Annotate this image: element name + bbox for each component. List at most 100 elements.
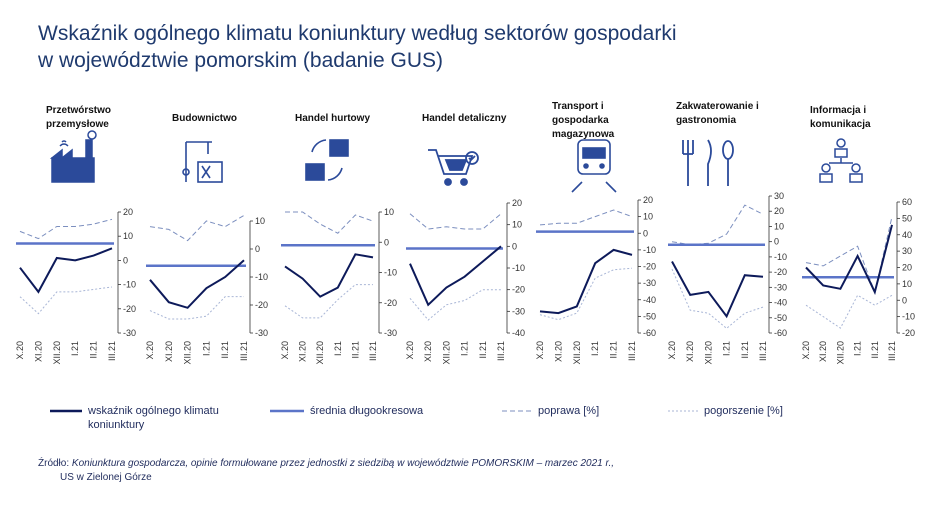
y-tick-label: 10 <box>902 279 912 289</box>
y-tick-label: -20 <box>512 285 525 295</box>
x-tick-label: XI.20 <box>298 341 308 362</box>
series-line-down <box>19 286 113 315</box>
x-tick-label: III.21 <box>627 341 637 361</box>
chart-panel-3: -40 -30 -20 -10 0 10 20 X.20 XI.20 XII.20 I.21 II.2… <box>405 198 525 365</box>
y-tick-label: -30 <box>384 328 397 338</box>
series-line-down <box>409 289 501 321</box>
sector-label-retail: Handel detaliczny <box>422 113 507 124</box>
y-tick-label: -20 <box>255 300 268 310</box>
x-tick-label: III.21 <box>368 341 378 361</box>
chart-panel-5: -60 -50 -40 -30 -20 -10 0 10 20 30 X.20 XI.20 XII.20… <box>667 191 787 365</box>
x-tick-label: I.21 <box>201 341 211 356</box>
series-line-main <box>149 259 245 309</box>
x-tick-label: I.21 <box>70 341 80 356</box>
y-tick-label: -10 <box>123 280 136 290</box>
legend-down: pogorszenie [%] <box>704 405 783 417</box>
x-tick-label: X.20 <box>405 341 415 360</box>
x-tick-label: II.21 <box>609 341 619 359</box>
y-tick-label: -10 <box>774 252 787 262</box>
x-tick-label: III.21 <box>107 341 117 361</box>
x-tick-label: I.21 <box>722 341 732 356</box>
x-tick-label: I.21 <box>853 341 863 356</box>
series-line-up <box>409 213 502 230</box>
y-tick-label: 40 <box>902 230 912 240</box>
x-tick-label: II.21 <box>478 341 488 359</box>
x-tick-label: II.21 <box>870 341 880 359</box>
x-tick-label: XI.20 <box>553 341 563 362</box>
network-people-icon <box>819 138 863 183</box>
y-tick-label: 20 <box>643 195 653 205</box>
y-tick-label: 10 <box>774 221 784 231</box>
legend-main: wskaźnik ogólnego klimatu koniunktury <box>88 405 219 431</box>
x-tick-label: XII.20 <box>703 341 713 365</box>
x-tick-label: III.21 <box>758 341 768 361</box>
x-tick-label: XI.20 <box>685 341 695 362</box>
series-line-down <box>671 268 764 330</box>
x-tick-label: X.20 <box>280 341 290 360</box>
x-tick-label: XI.20 <box>164 341 174 362</box>
y-tick-label: -10 <box>255 272 268 282</box>
x-tick-label: X.20 <box>801 341 811 360</box>
factory-icon <box>49 130 97 183</box>
chart-panel-2: -30 -20 -10 0 10 X.20 XI.20 XII.20 I.21 II.21 III.… <box>280 207 397 365</box>
y-tick-label: -40 <box>774 298 787 308</box>
chart-panel-1: -30 -20 -10 0 10 X.20 XI.20 XII.20 I.21 II.21 III.… <box>145 214 268 365</box>
boxes-exchange-icon <box>305 139 349 181</box>
y-tick-label: -10 <box>902 312 915 322</box>
series-line-down <box>539 267 633 321</box>
chart-panel-0: -30 -20 -10 0 10 20 X.20 XI.20 XII.20 I.21 II.21 II… <box>15 207 136 365</box>
x-tick-label: XII.20 <box>572 341 582 365</box>
y-tick-label: 10 <box>643 212 653 222</box>
y-tick-label: 0 <box>123 255 128 265</box>
y-tick-label: 10 <box>123 231 133 241</box>
y-tick-label: 50 <box>902 213 912 223</box>
series-line-up <box>19 218 113 240</box>
x-tick-label: X.20 <box>145 341 155 360</box>
x-tick-label: XII.20 <box>441 341 451 365</box>
y-tick-label: -20 <box>384 298 397 308</box>
series-line-up <box>285 211 374 234</box>
y-tick-label: -10 <box>384 268 397 278</box>
x-tick-label: XI.20 <box>423 341 433 362</box>
series-line-main <box>671 261 764 319</box>
x-tick-label: I.21 <box>460 341 470 356</box>
x-tick-label: XII.20 <box>835 341 845 365</box>
series-line-main <box>805 224 893 296</box>
legend-avg: średnia długookresowa <box>310 405 424 417</box>
y-tick-label: 0 <box>384 237 389 247</box>
y-tick-label: -50 <box>774 313 787 323</box>
x-tick-label: II.21 <box>350 341 360 359</box>
y-tick-label: 20 <box>902 263 912 273</box>
sector-label-accommodation: Zakwaterowanie i gastronomia <box>676 101 759 126</box>
x-tick-label: X.20 <box>535 341 545 360</box>
y-tick-label: -60 <box>774 328 787 338</box>
y-tick-label: 10 <box>384 207 394 217</box>
x-tick-label: II.21 <box>89 341 99 359</box>
x-tick-label: X.20 <box>15 341 25 360</box>
series-line-down <box>284 284 373 319</box>
y-tick-label: 10 <box>512 220 522 230</box>
source-text: Koniunktura gospodarcza, opinie formułow… <box>71 458 615 469</box>
sector-label-construction: Budownictwo <box>172 113 237 124</box>
x-tick-label: I.21 <box>333 341 343 356</box>
sector-label-wholesale: Handel hurtowy <box>295 113 371 124</box>
x-tick-label: XI.20 <box>818 341 828 362</box>
y-tick-label: -20 <box>643 262 656 272</box>
series-line-main <box>284 253 374 298</box>
series-line-main <box>539 248 633 315</box>
series-line-up <box>671 204 764 246</box>
y-tick-label: 30 <box>902 246 912 256</box>
x-tick-label: III.21 <box>496 341 506 361</box>
y-tick-label: -20 <box>123 304 136 314</box>
x-tick-label: XII.20 <box>52 341 62 365</box>
y-tick-label: -10 <box>643 245 656 255</box>
series-line-up <box>149 214 245 242</box>
x-tick-label: X.20 <box>667 341 677 360</box>
cutlery-icon <box>682 139 734 186</box>
y-tick-label: -40 <box>512 328 525 338</box>
x-tick-label: I.21 <box>590 341 600 356</box>
y-tick-label: 0 <box>902 295 907 305</box>
y-tick-label: -30 <box>255 328 268 338</box>
title-line-2: w województwie pomorskim (badanie GUS) <box>38 49 443 72</box>
